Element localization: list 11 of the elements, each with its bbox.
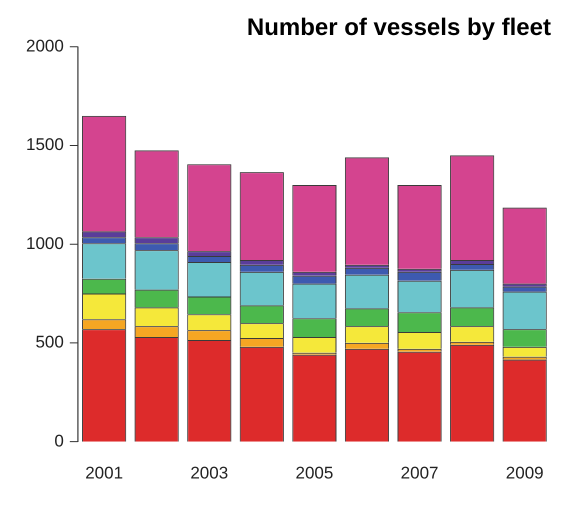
y-tick-label: 0 — [54, 431, 64, 450]
x-tick-label: 2005 — [295, 463, 334, 482]
y-tick-label: 1500 — [26, 135, 64, 154]
y-tick-label: 2000 — [26, 36, 64, 56]
x-tick-label: 2009 — [506, 463, 544, 482]
chart-title: Number of vessels by fleet — [246, 14, 551, 42]
y-tick-label: 500 — [35, 332, 64, 352]
y-tick-label: 1000 — [26, 234, 64, 253]
x-tick-label: 2007 — [400, 463, 438, 482]
x-tick-label: 2001 — [85, 463, 124, 482]
x-tick-label: 2003 — [190, 463, 228, 482]
